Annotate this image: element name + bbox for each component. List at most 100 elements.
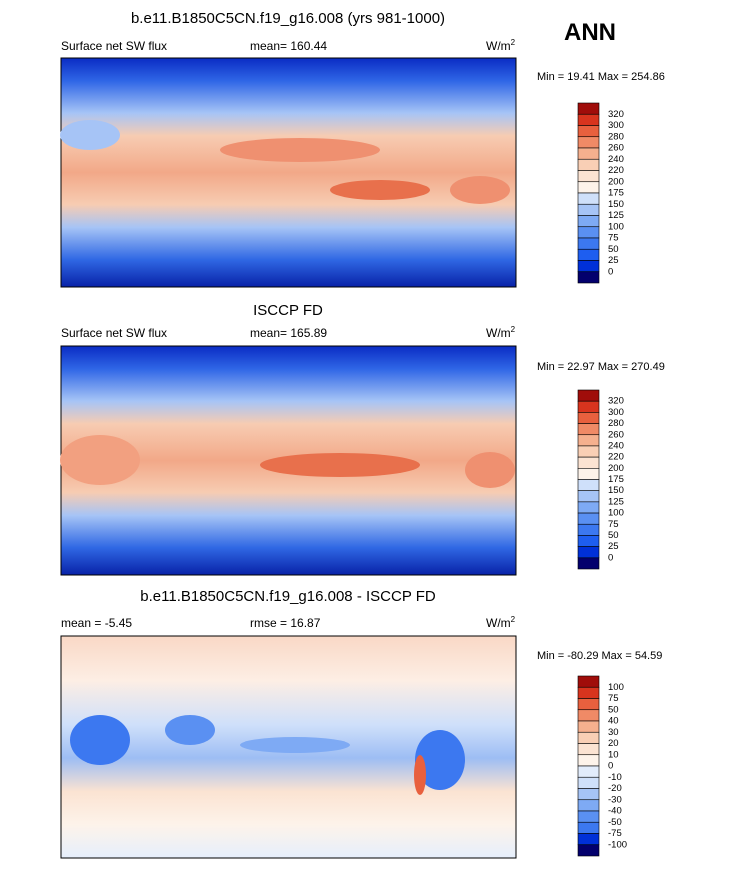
colorbar-box [577,844,600,857]
colorbar-box [577,113,600,126]
min-max: Min = 22.97 Max = 270.49 [537,361,665,373]
colorbar-box [577,788,600,801]
colorbar-box [577,434,600,447]
panel-title: b.e11.B1850C5CN.f19_g16.008 - ISCCP FD [140,588,436,605]
colorbar-label: 100 [608,221,624,232]
colorbar-label: -100 [608,839,627,850]
units-base: W/m [486,616,511,630]
units-base: W/m [486,326,511,340]
colorbar-label: 100 [608,682,624,693]
colorbar-label: -10 [608,772,622,783]
units-exponent: 2 [511,615,516,624]
colorbar-box [577,523,600,536]
colorbar-box [577,501,600,514]
colorbar-label: 0 [608,266,613,277]
colorbar-label: 40 [608,716,619,727]
colorbar-box [577,765,600,778]
min-max: Min = -80.29 Max = 54.59 [537,650,662,662]
colorbar-label: 20 [608,738,619,749]
colorbar-box [577,136,600,149]
colorbar-box [577,479,600,491]
colorbar-box [577,423,600,436]
colorbar-box [577,557,600,570]
colorbar-box [577,675,600,688]
center-label: mean= 165.89 [250,326,327,340]
colorbar-label: 25 [608,255,619,266]
colorbar-box [577,170,600,183]
units-exponent: 2 [511,325,516,334]
units: W/m2 [486,615,516,630]
units: W/m2 [486,38,516,53]
min-max: Min = 19.41 Max = 254.86 [537,71,665,83]
colorbar-box [577,203,600,216]
colorbar-box [577,271,600,284]
colorbar-label: -20 [608,783,622,794]
colorbar-label: 320 [608,109,624,120]
colorbar-box [577,468,600,480]
map [60,345,517,576]
colorbar-box [577,237,600,250]
colorbar-box [577,686,600,699]
colorbar-label: 320 [608,396,624,407]
colorbar-label: 260 [608,429,624,440]
colorbar-box [577,743,600,756]
colorbar-label: 50 [608,530,619,541]
colorbar-box [577,833,600,846]
colorbar-label: 300 [608,407,624,418]
colorbar-box [577,147,600,160]
season-label: ANN [564,19,616,46]
colorbar-label: 240 [608,154,624,165]
map [60,635,517,859]
colorbar-label: 25 [608,541,619,552]
colorbar-label: 260 [608,143,624,154]
colorbar-label: 100 [608,508,624,519]
colorbar-label: -75 [608,828,622,839]
colorbar-box [577,400,600,413]
colorbar-label: 0 [608,552,613,563]
colorbar-label: 0 [608,761,613,772]
panel-title: ISCCP FD [253,302,323,319]
colorbar-box [577,412,600,424]
colorbar-box [577,260,600,273]
colorbar-box [577,698,600,711]
colorbar-label: 200 [608,463,624,474]
colorbar-label: 125 [608,496,624,507]
colorbar-box [577,821,600,834]
colorbar-box [577,389,600,402]
colorbar-box [577,720,600,733]
colorbar-label: 75 [608,519,619,530]
colorbar-label: 220 [608,165,624,176]
colorbar-label: 150 [608,485,624,496]
left-label: Surface net SW flux [61,39,167,53]
colorbar-label: 10 [608,749,619,760]
colorbar-box [577,125,600,138]
colorbar-label: -40 [608,806,622,817]
colorbar-label: -30 [608,794,622,805]
colorbar-box [577,490,600,503]
colorbar-box [577,158,600,171]
center-label: rmse = 16.87 [250,616,321,630]
colorbar-box [577,456,600,469]
left-label: mean = -5.45 [61,616,132,630]
colorbar-label: 280 [608,131,624,142]
center-label: mean= 160.44 [250,39,327,53]
colorbar-label: 175 [608,474,624,485]
colorbar-label: 50 [608,244,619,255]
colorbar-box [577,810,600,823]
left-label: Surface net SW flux [61,326,167,340]
colorbar-box [577,215,600,228]
colorbar-box [577,754,600,767]
colorbar-box [577,226,600,239]
colorbar-label: 175 [608,188,624,199]
colorbar-box [577,709,600,722]
units: W/m2 [486,325,516,340]
colorbar-box [577,546,600,559]
colorbar-box [577,731,600,744]
colorbar-label: 240 [608,440,624,451]
map [60,57,517,288]
units-exponent: 2 [511,38,516,47]
panel-title: b.e11.B1850C5CN.f19_g16.008 (yrs 981-100… [131,10,445,27]
colorbar-label: 30 [608,727,619,738]
colorbar-box [577,102,600,115]
